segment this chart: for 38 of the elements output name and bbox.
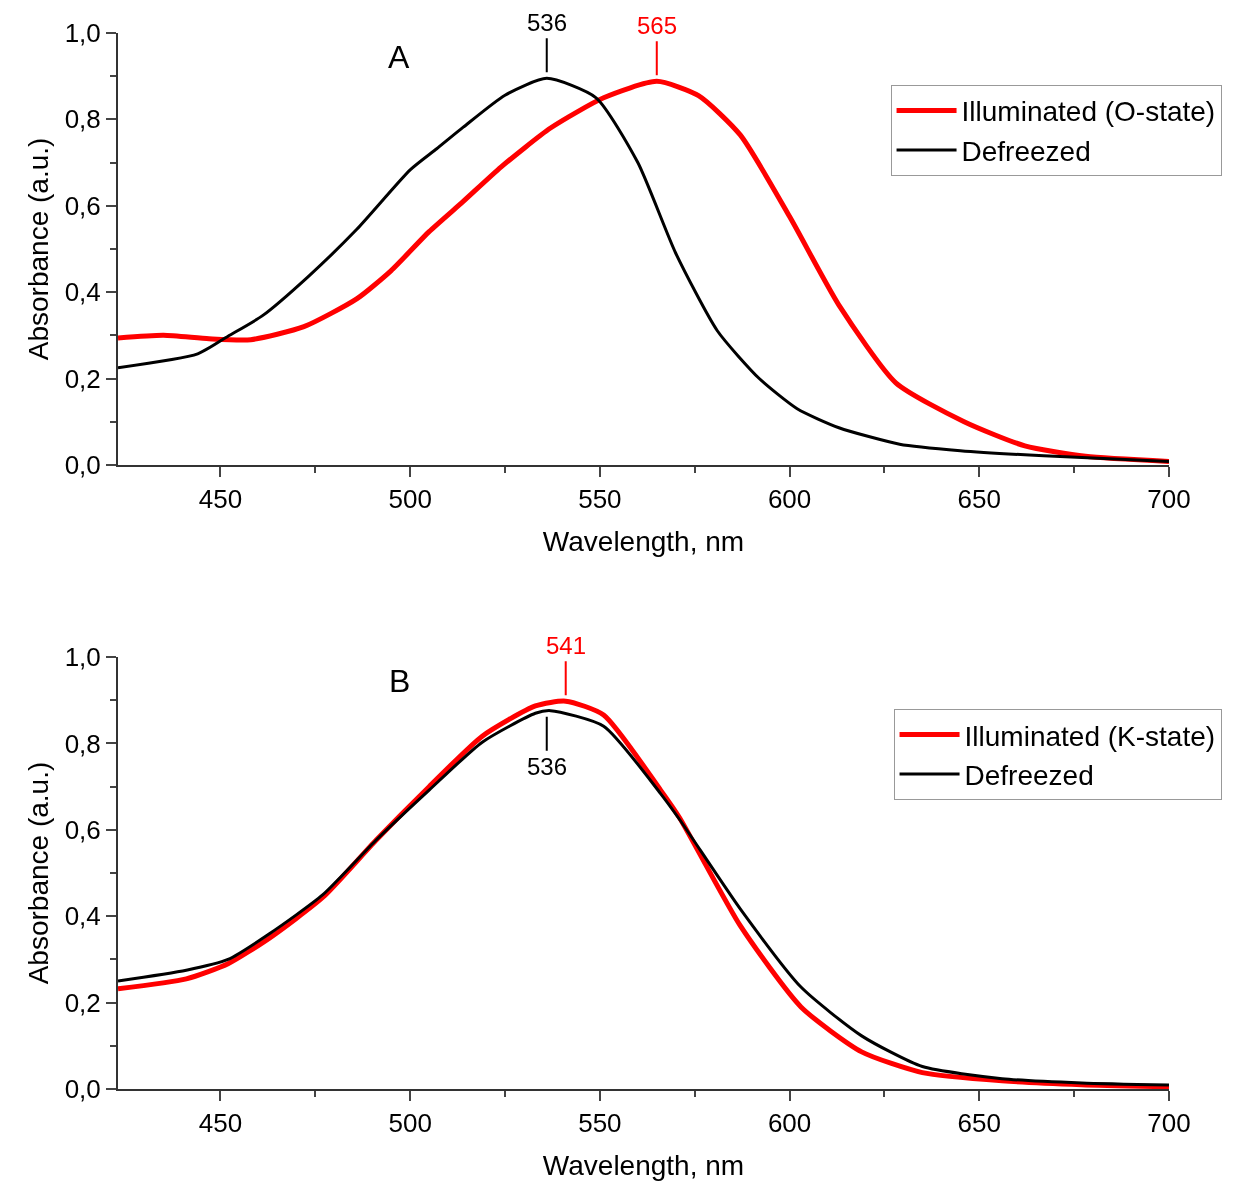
chart-title: A: [388, 39, 410, 75]
x-axis-title: Wavelength, nm: [542, 1149, 745, 1181]
annotation: 565: [637, 12, 678, 39]
y-tick-label: 1,0: [64, 642, 101, 673]
x-tick-label: 700: [1147, 484, 1191, 515]
x-axis-title: Wavelength, nm: [542, 525, 745, 557]
x-tick-label: 550: [578, 1108, 622, 1139]
y-tick-label: 0,2: [64, 987, 101, 1018]
x-tick-label: 450: [198, 484, 243, 515]
x-tick-label: 550: [578, 484, 622, 515]
y-tick-label: 1,0: [64, 18, 101, 49]
y-tick-label: 0,6: [64, 190, 101, 221]
legend-label: Defreezed: [961, 135, 1091, 167]
annotation: 541: [546, 632, 587, 659]
y-axis-title: Absorbance (a.u.): [22, 137, 54, 361]
legend-label: Defreezed: [964, 759, 1094, 791]
x-tick-label: 450: [198, 1108, 243, 1139]
y-tick-label: 0,0: [64, 450, 101, 480]
y-tick-label: 0,8: [64, 104, 101, 135]
annotation: 536: [527, 753, 568, 780]
x-tick-label: 500: [388, 1108, 432, 1139]
x-tick-label: 650: [957, 484, 1001, 515]
y-tick-label: 0,2: [64, 363, 101, 394]
chart-title: B: [389, 663, 411, 699]
annotation: 536: [527, 9, 568, 36]
x-tick-label: 600: [767, 1108, 812, 1139]
y-tick-label: 0,8: [64, 728, 101, 759]
y-tick-label: 0,4: [64, 277, 101, 308]
y-axis-title: Absorbance (a.u.): [22, 761, 54, 985]
x-tick-label: 650: [957, 1108, 1001, 1139]
y-tick-label: 0,4: [64, 901, 101, 932]
x-tick-label: 500: [388, 484, 432, 515]
y-tick-label: 0,6: [64, 814, 101, 845]
x-tick-label: 700: [1147, 1108, 1191, 1139]
legend-label: Illuminated (O-state): [961, 96, 1216, 128]
legend-label: Illuminated (K-state): [964, 720, 1216, 752]
x-tick-label: 600: [767, 484, 812, 515]
y-tick-label: 0,0: [64, 1074, 101, 1105]
